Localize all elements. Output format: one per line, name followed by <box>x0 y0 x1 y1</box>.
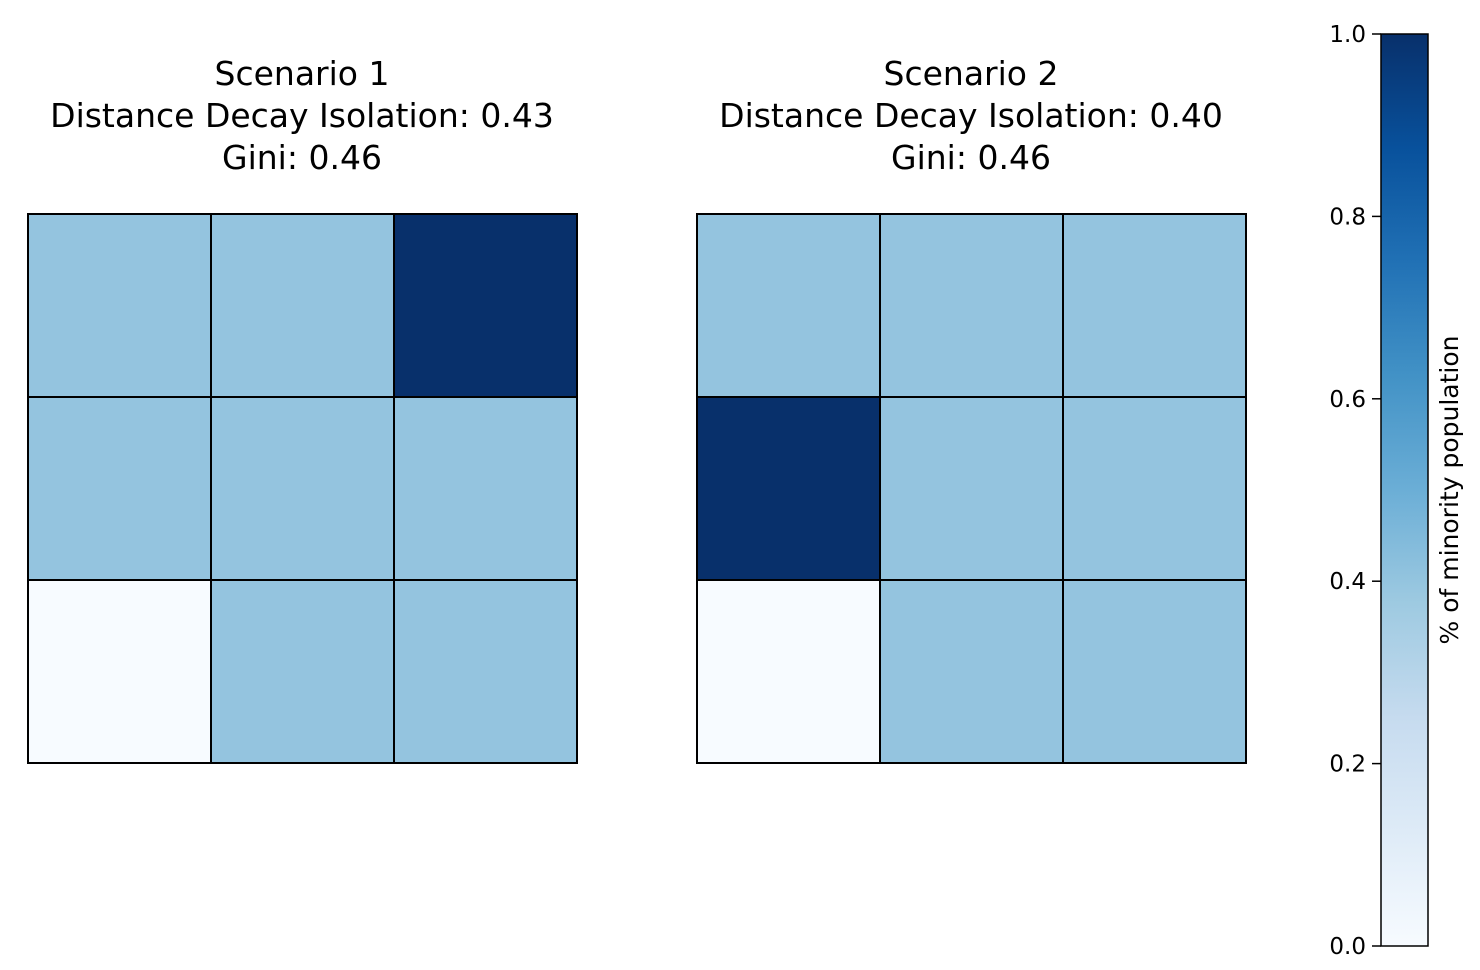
panel-scenario-2: Scenario 2 Distance Decay Isolation: 0.4… <box>696 54 1247 764</box>
heatmap-cell <box>696 213 881 398</box>
panel-2-heatmap-grid <box>696 213 1247 764</box>
heatmap-cell <box>393 213 578 398</box>
heatmap-cell <box>210 579 395 764</box>
heatmap-cell <box>27 396 212 581</box>
colorbar: 0.0 0.2 0.4 0.6 0.8 1.0 % of minority populat… <box>1329 22 1464 960</box>
heatmap-cell <box>879 579 1064 764</box>
heatmap-cell <box>393 396 578 581</box>
colorbar-ticks: 0.0 0.2 0.4 0.6 0.8 1.0 <box>1329 22 1381 960</box>
colorbar-tick-label: 0.4 <box>1329 569 1366 595</box>
colorbar-tick-label: 0.2 <box>1329 752 1366 778</box>
heatmap-cell <box>210 213 395 398</box>
heatmap-cell <box>27 579 212 764</box>
heatmap-cell <box>879 213 1064 398</box>
heatmap-cell <box>393 579 578 764</box>
colorbar-gradient <box>1380 33 1429 947</box>
panel-2-title-line-2: Distance Decay Isolation: 0.40 <box>719 96 1223 135</box>
heatmap-cell <box>1062 579 1247 764</box>
panel-2-title-line-3: Gini: 0.46 <box>891 138 1051 177</box>
colorbar-tick-label: 0.8 <box>1329 204 1366 230</box>
heatmap-cell <box>210 396 395 581</box>
colorbar-tick-label: 1.0 <box>1329 22 1366 48</box>
colorbar-label: % of minority population <box>1435 336 1464 645</box>
panel-1-title-line-1: Scenario 1 <box>215 54 390 93</box>
heatmap-cell <box>27 213 212 398</box>
colorbar-tick-label: 0.0 <box>1329 934 1366 960</box>
heatmap-cell <box>879 396 1064 581</box>
panel-1-title-line-3: Gini: 0.46 <box>222 138 382 177</box>
panel-1-title-line-2: Distance Decay Isolation: 0.43 <box>50 96 554 135</box>
colorbar-tick-label: 0.6 <box>1329 387 1366 413</box>
panel-2-title-line-1: Scenario 2 <box>884 54 1059 93</box>
heatmap-cell <box>1062 213 1247 398</box>
heatmap-cell <box>696 396 881 581</box>
panel-scenario-1: Scenario 1 Distance Decay Isolation: 0.4… <box>27 54 578 764</box>
heatmap-cell <box>696 579 881 764</box>
heatmap-cell <box>1062 396 1247 581</box>
panel-1-heatmap-grid <box>27 213 578 764</box>
